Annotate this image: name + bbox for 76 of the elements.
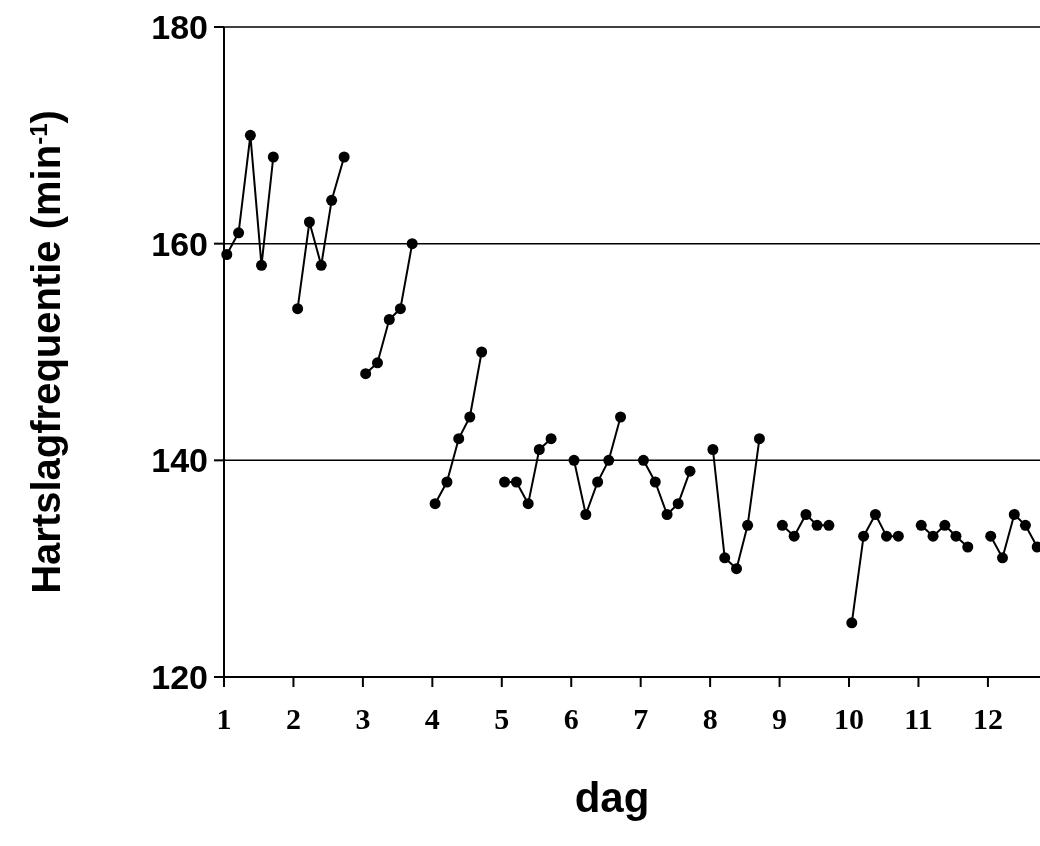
x-tick-label: 8 (702, 702, 718, 735)
point (568, 454, 580, 466)
point (672, 498, 684, 510)
point (637, 454, 649, 466)
point (939, 519, 951, 531)
y-tick-label: 120 (151, 657, 208, 696)
point (441, 476, 453, 488)
point (927, 530, 939, 542)
point (846, 617, 858, 629)
point (615, 411, 627, 423)
point (603, 454, 615, 466)
point (233, 227, 245, 239)
point (394, 303, 406, 315)
x-axis-title: dag (574, 774, 650, 821)
point (800, 509, 812, 520)
x-tick-label: 5 (494, 702, 510, 735)
point (533, 444, 545, 455)
point (950, 530, 962, 542)
x-tick-label: 1 (216, 702, 232, 735)
point (997, 552, 1008, 564)
point (522, 498, 534, 510)
point (1019, 519, 1031, 531)
point (788, 530, 800, 542)
point (592, 476, 604, 488)
point (221, 249, 233, 260)
point (881, 530, 893, 542)
point (892, 530, 904, 542)
point (811, 519, 823, 531)
y-tick-label: 140 (151, 441, 208, 480)
y-tick-label: 180 (151, 7, 208, 46)
x-tick-label: 9 (772, 702, 788, 735)
point (545, 433, 557, 445)
point (244, 129, 256, 141)
point (256, 259, 267, 271)
point (580, 509, 592, 520)
x-tick-label: 10 (834, 702, 865, 735)
point (719, 552, 731, 564)
point (985, 530, 997, 542)
x-tick-label: 4 (424, 702, 440, 735)
point (383, 314, 395, 325)
point (429, 498, 441, 510)
y-tick-label: 160 (151, 224, 208, 263)
point (869, 509, 881, 520)
point (510, 476, 522, 488)
point (684, 465, 696, 477)
point (406, 238, 418, 250)
x-tick-label: 7 (633, 702, 649, 735)
point (742, 519, 754, 531)
x-tick-label: 3 (355, 702, 371, 735)
point (453, 433, 465, 445)
point (753, 433, 765, 445)
point (371, 357, 383, 369)
point (267, 151, 279, 163)
x-tick-label: 11 (904, 702, 933, 735)
point (292, 303, 304, 315)
point (360, 368, 372, 380)
point (476, 346, 488, 358)
x-tick-label: 2 (285, 702, 301, 735)
point (776, 519, 788, 531)
point (858, 530, 870, 542)
x-tick-label: 6 (563, 702, 579, 735)
point (731, 563, 743, 575)
point (915, 519, 927, 531)
point (464, 411, 476, 423)
point (962, 541, 974, 553)
point (326, 194, 338, 206)
point (315, 259, 327, 271)
point (707, 444, 719, 455)
point (823, 519, 835, 531)
point (1008, 509, 1020, 520)
point (661, 509, 673, 520)
point (338, 151, 350, 163)
point (649, 476, 661, 488)
x-tick-label: 12 (972, 702, 1003, 735)
point (303, 216, 315, 228)
point (499, 476, 511, 488)
